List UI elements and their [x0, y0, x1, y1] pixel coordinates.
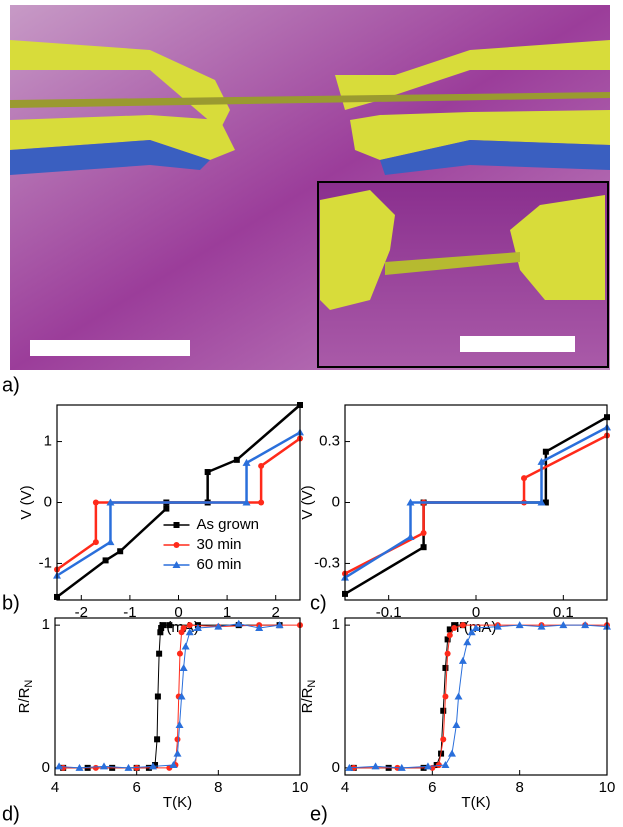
y-axis-label: R/RN: [299, 680, 318, 714]
legend-marker: [174, 542, 180, 548]
data-point: [543, 449, 549, 455]
data-point: [117, 548, 123, 554]
y-tick-label: 1: [44, 433, 52, 450]
page: {"figure": {"panel_labels": ["a)", "b)",…: [0, 0, 623, 827]
data-point: [181, 625, 187, 631]
data-point: [100, 762, 108, 769]
y-axis-label-subscript: N: [306, 680, 318, 688]
data-point: [156, 651, 162, 657]
y-axis-label-text: R/R: [16, 687, 33, 713]
series-line: [63, 625, 279, 768]
data-point: [155, 694, 161, 700]
x-tick-label: 8: [214, 779, 222, 796]
x-tick-label: 4: [341, 779, 349, 796]
data-point: [459, 657, 467, 664]
y-axis-label: V (V): [299, 485, 316, 519]
series-line: [354, 625, 607, 768]
x-tick-label: 6: [428, 779, 436, 796]
panel-label: b): [2, 592, 20, 614]
x-tick-label: 4: [51, 779, 59, 796]
panel-label: e): [310, 803, 328, 825]
y-tick-label: -0.3: [314, 554, 340, 571]
data-point: [163, 506, 169, 512]
chart: 4 6 8 10 0 1 T(K) R/RN: [299, 616, 615, 811]
legend-label: 30 min: [197, 536, 242, 553]
y-tick-label: 0: [332, 759, 340, 776]
x-tick-label: 8: [515, 779, 523, 796]
panel-label: a): [2, 374, 20, 396]
series-line: [345, 417, 607, 594]
data-point: [445, 651, 451, 657]
chart: 4 6 8 10 0 1 T(K) R/RN: [16, 616, 308, 811]
data-point: [176, 721, 184, 728]
data-point: [447, 632, 453, 638]
y-axis-label-text: R/R: [299, 687, 316, 713]
y-tick-label: 0: [42, 759, 50, 776]
data-point: [205, 469, 211, 475]
data-point: [93, 500, 99, 506]
data-point: [93, 765, 99, 771]
data-point: [442, 694, 448, 700]
x-tick-label: 10: [599, 779, 616, 796]
data-point: [175, 736, 181, 742]
panel-label: c): [310, 592, 327, 614]
legend-marker: [174, 522, 180, 528]
data-point: [448, 750, 456, 757]
y-tick-label: 1: [42, 616, 50, 633]
figure: a) b) c) d) e) -2-1012-101I (mA)V (V)As …: [0, 0, 623, 827]
legend-label: 60 min: [197, 556, 242, 573]
plot-frame: [345, 618, 607, 775]
data-point: [177, 651, 183, 657]
data-point: [441, 761, 449, 768]
data-point: [421, 530, 427, 536]
data-point: [180, 664, 188, 671]
data-point: [372, 762, 380, 769]
data-point: [460, 622, 466, 628]
data-point: [521, 475, 527, 481]
y-axis-label-text: V (V): [18, 485, 35, 519]
data-point: [182, 643, 190, 650]
data-point: [154, 736, 160, 742]
data-point: [106, 538, 114, 545]
series-line: [349, 625, 607, 768]
x-axis-label: T(K): [461, 794, 490, 811]
data-point: [93, 539, 99, 545]
data-point: [258, 463, 264, 469]
y-axis-label-text: V (V): [299, 485, 316, 519]
data-point: [258, 500, 264, 506]
y-axis-label-subscript: N: [23, 680, 35, 688]
y-axis-label: V (V): [18, 485, 35, 519]
data-point: [442, 665, 448, 671]
y-tick-label: 0: [332, 493, 340, 510]
y-tick-label: 0: [44, 493, 52, 510]
data-point: [452, 721, 460, 728]
data-point: [234, 457, 240, 463]
series-line: [59, 624, 280, 768]
y-tick-label: -1: [39, 554, 52, 571]
data-point: [455, 693, 463, 700]
sem-image: [10, 5, 610, 370]
data-point: [463, 638, 471, 645]
data-point: [407, 533, 415, 540]
data-point: [103, 557, 109, 563]
y-axis-label: R/RN: [16, 680, 35, 714]
x-tick-label: 10: [292, 779, 309, 796]
panel-label: d): [2, 803, 20, 825]
data-point: [421, 544, 427, 550]
data-point: [451, 625, 457, 631]
series-line: [345, 427, 607, 577]
data-point: [174, 750, 182, 757]
data-point: [166, 622, 172, 628]
data-point: [440, 708, 446, 714]
legend-label: As grown: [197, 516, 260, 533]
x-tick-label: 6: [132, 779, 140, 796]
x-axis-label: T(K): [163, 794, 192, 811]
y-tick-label: 1: [332, 616, 340, 633]
y-tick-label: 0.3: [319, 433, 340, 450]
data-point: [440, 736, 446, 742]
data-point: [187, 622, 193, 628]
data-point: [160, 622, 166, 628]
